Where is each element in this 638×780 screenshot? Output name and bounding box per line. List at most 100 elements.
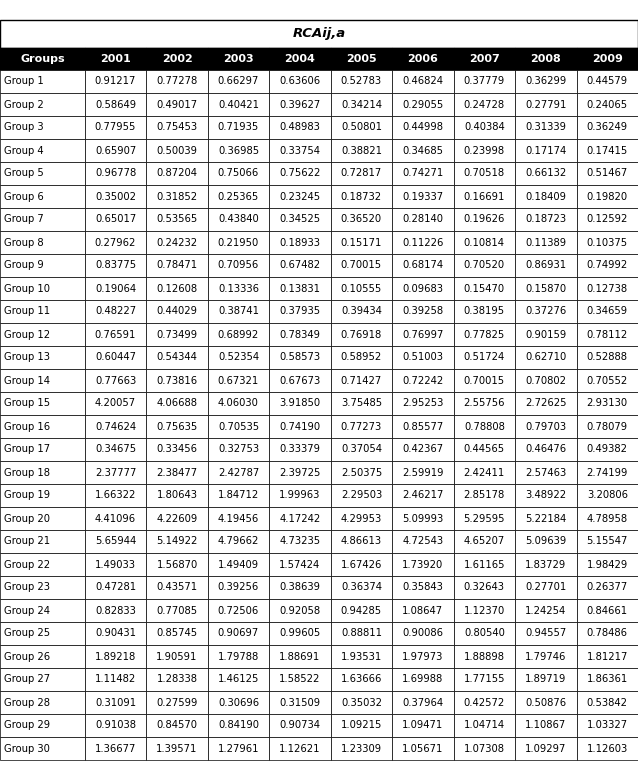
Bar: [454, 438, 515, 461]
Bar: [208, 231, 269, 254]
Bar: [577, 691, 638, 714]
Bar: [392, 254, 454, 277]
Bar: [208, 507, 269, 530]
Bar: [454, 254, 515, 277]
Bar: [85, 185, 146, 208]
Text: 5.15547: 5.15547: [586, 537, 628, 547]
Bar: [269, 139, 330, 162]
Text: 0.24232: 0.24232: [156, 237, 198, 247]
Text: 1.03327: 1.03327: [587, 721, 628, 731]
Text: 0.75453: 0.75453: [156, 122, 198, 133]
Bar: [269, 93, 330, 116]
Text: 0.49017: 0.49017: [156, 100, 198, 109]
Text: 0.48227: 0.48227: [95, 307, 136, 317]
Bar: [330, 415, 392, 438]
Bar: [577, 553, 638, 576]
Text: 5.09639: 5.09639: [525, 537, 567, 547]
Bar: [330, 346, 392, 369]
Bar: [269, 48, 330, 70]
Text: 1.36677: 1.36677: [95, 743, 137, 753]
Bar: [208, 93, 269, 116]
Text: 0.99605: 0.99605: [279, 629, 320, 639]
Bar: [269, 346, 330, 369]
Bar: [0, 369, 85, 392]
Bar: [454, 300, 515, 323]
Bar: [0, 622, 85, 645]
Bar: [0, 48, 85, 70]
Bar: [454, 553, 515, 576]
Bar: [392, 70, 454, 93]
Text: 0.11226: 0.11226: [402, 237, 443, 247]
Bar: [0, 530, 85, 553]
Text: 0.72817: 0.72817: [341, 168, 382, 179]
Bar: [0, 116, 85, 139]
Text: 2.50375: 2.50375: [341, 467, 382, 477]
Text: 0.74271: 0.74271: [402, 168, 443, 179]
Text: 0.33379: 0.33379: [279, 445, 320, 455]
Text: 1.86361: 1.86361: [587, 675, 628, 685]
Text: 0.91217: 0.91217: [95, 76, 137, 87]
Bar: [208, 346, 269, 369]
Bar: [146, 576, 208, 599]
Bar: [146, 484, 208, 507]
Text: 0.77273: 0.77273: [341, 421, 382, 431]
Bar: [392, 691, 454, 714]
Text: 1.99963: 1.99963: [279, 491, 321, 501]
Bar: [515, 599, 577, 622]
Bar: [515, 691, 577, 714]
Text: 0.78112: 0.78112: [587, 329, 628, 339]
Text: 0.50801: 0.50801: [341, 122, 382, 133]
Text: Group 3: Group 3: [4, 122, 43, 133]
Bar: [454, 346, 515, 369]
Text: 0.85745: 0.85745: [156, 629, 198, 639]
Bar: [392, 438, 454, 461]
Text: 2.85178: 2.85178: [464, 491, 505, 501]
Bar: [330, 668, 392, 691]
Bar: [515, 714, 577, 737]
Text: 0.40384: 0.40384: [464, 122, 505, 133]
Bar: [0, 139, 85, 162]
Text: Group 6: Group 6: [4, 192, 44, 201]
Text: 0.38195: 0.38195: [464, 307, 505, 317]
Bar: [577, 93, 638, 116]
Bar: [146, 507, 208, 530]
Bar: [392, 737, 454, 760]
Text: 0.73499: 0.73499: [156, 329, 198, 339]
Bar: [330, 277, 392, 300]
Text: 0.50876: 0.50876: [525, 697, 567, 707]
Bar: [330, 116, 392, 139]
Bar: [330, 323, 392, 346]
Text: 5.14922: 5.14922: [156, 537, 198, 547]
Bar: [515, 507, 577, 530]
Text: Group 30: Group 30: [4, 743, 50, 753]
Bar: [0, 254, 85, 277]
Bar: [330, 507, 392, 530]
Text: 1.05671: 1.05671: [402, 743, 443, 753]
Bar: [392, 576, 454, 599]
Bar: [577, 346, 638, 369]
Bar: [146, 277, 208, 300]
Text: 0.76918: 0.76918: [341, 329, 382, 339]
Bar: [392, 415, 454, 438]
Bar: [208, 668, 269, 691]
Bar: [269, 507, 330, 530]
Text: 0.77955: 0.77955: [95, 122, 137, 133]
Bar: [577, 185, 638, 208]
Bar: [454, 231, 515, 254]
Bar: [146, 93, 208, 116]
Bar: [85, 668, 146, 691]
Bar: [515, 48, 577, 70]
Text: 0.76997: 0.76997: [402, 329, 443, 339]
Text: Group 14: Group 14: [4, 375, 50, 385]
Text: 3.20806: 3.20806: [587, 491, 628, 501]
Bar: [269, 438, 330, 461]
Text: Group 25: Group 25: [4, 629, 50, 639]
Bar: [330, 576, 392, 599]
Text: 4.73235: 4.73235: [279, 537, 320, 547]
Text: 0.42572: 0.42572: [464, 697, 505, 707]
Text: Group 20: Group 20: [4, 513, 50, 523]
Bar: [515, 254, 577, 277]
Text: 0.90734: 0.90734: [279, 721, 320, 731]
Bar: [208, 691, 269, 714]
Bar: [208, 254, 269, 277]
